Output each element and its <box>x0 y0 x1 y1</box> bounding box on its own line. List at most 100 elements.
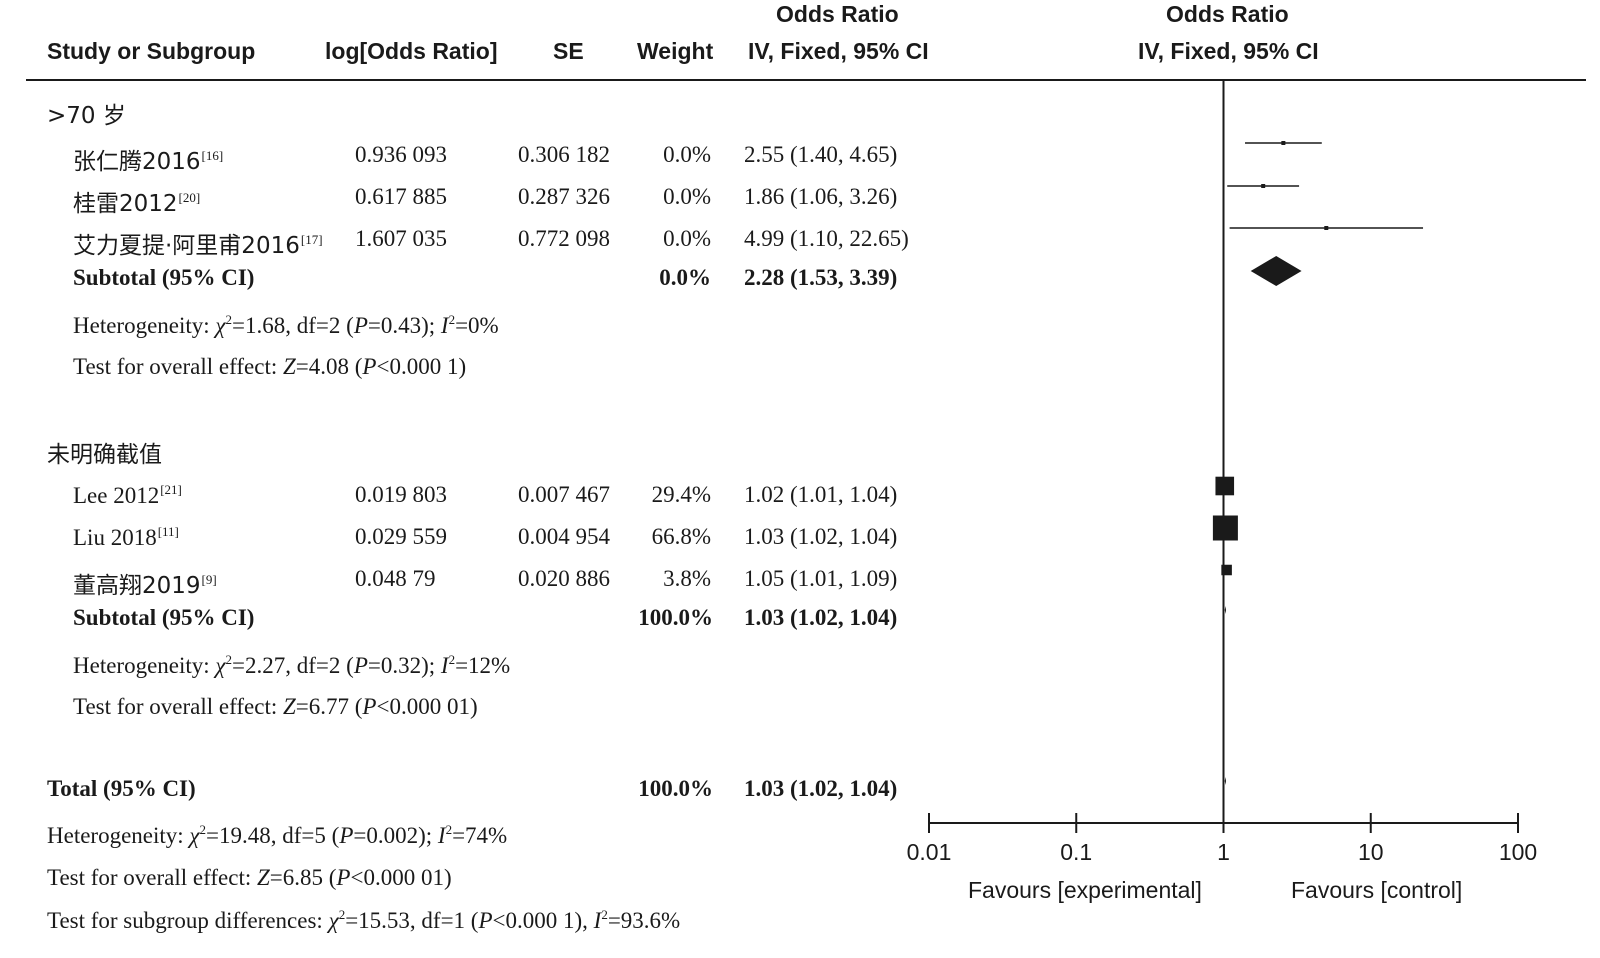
header-log-or: log[Odds Ratio] <box>325 38 498 64</box>
study-ci: 1.02 (1.01, 1.04) <box>744 482 898 507</box>
subtotal-weight: 0.0% <box>659 265 711 290</box>
group-label-1: >70 岁 <box>47 103 126 129</box>
point-estimate-square <box>1281 141 1286 145</box>
chi-superscript: 2 <box>199 822 207 837</box>
subtotal-label: Subtotal (95% CI) <box>73 605 255 630</box>
study-name-text: 艾力夏提·阿里甫2016 <box>73 233 300 259</box>
chi-superscript: 2 <box>225 652 233 667</box>
heterogeneity-stat: Heterogeneity: χ2=1.68, df=2 (P=0.43); I… <box>73 312 499 339</box>
subtotal-ci: 1.03 (1.02, 1.04) <box>744 605 898 630</box>
subtotal-weight: 100.0% <box>638 605 713 630</box>
study-log-or: 0.936 093 <box>355 142 447 167</box>
i-value: =12% <box>455 653 511 678</box>
z-symbol: Z <box>282 694 296 719</box>
favours-control-label: Favours [control] <box>1291 877 1463 903</box>
study-name-text: 董高翔2019 <box>73 573 201 599</box>
header-or-line1: Odds Ratio <box>776 1 899 27</box>
chi-symbol: χ <box>328 908 339 933</box>
x-tick-label: 1 <box>1217 839 1230 865</box>
p-symbol: P <box>478 908 493 933</box>
study-log-or: 1.607 035 <box>355 226 447 251</box>
p-value: <0.000 1) <box>376 354 467 379</box>
z-value: =6.85 ( <box>269 865 337 890</box>
study-name: 桂雷2012[20] <box>73 184 200 218</box>
study-name-text: 桂雷2012 <box>73 191 178 217</box>
i-superscript: 2 <box>445 822 453 837</box>
p-symbol: P <box>362 694 377 719</box>
study-name: Lee 2012[21] <box>73 482 182 509</box>
x-tick-label: 10 <box>1358 839 1384 865</box>
study-log-or: 0.048 79 <box>355 566 436 591</box>
stat-prefix: Test for subgroup differences: <box>47 908 329 933</box>
study-ref: [11] <box>157 524 179 539</box>
study-se: 0.020 886 <box>518 566 610 591</box>
stat-prefix: Test for overall effect: <box>73 694 283 719</box>
study-name: 董高翔2019[9] <box>73 566 217 600</box>
study-name: Liu 2018[11] <box>73 524 179 551</box>
point-estimate-square <box>1261 184 1266 188</box>
study-weight: 0.0% <box>663 226 711 251</box>
z-symbol: Z <box>282 354 296 379</box>
i-symbol: I <box>593 908 602 933</box>
p-symbol: P <box>336 865 351 890</box>
chi-symbol: χ <box>189 823 200 848</box>
i-superscript: 2 <box>448 652 456 667</box>
i-value: =0% <box>455 313 499 338</box>
p-value: =0.002); <box>353 823 438 848</box>
subgroup-differences-stat: Test for subgroup differences: χ2=15.53,… <box>47 907 680 934</box>
p-value: <0.000 01) <box>350 865 452 890</box>
study-ref: [9] <box>201 572 217 587</box>
header-rule <box>26 79 1586 81</box>
study-ci: 1.03 (1.02, 1.04) <box>744 524 898 549</box>
overall-effect-stat: Test for overall effect: Z=4.08 (P<0.000… <box>73 354 466 380</box>
stat-prefix: Test for overall effect: <box>73 354 283 379</box>
i-symbol: I <box>440 313 449 338</box>
summary-diamond <box>1224 777 1227 785</box>
stat-prefix: Test for overall effect: <box>47 865 257 890</box>
z-symbol: Z <box>256 865 270 890</box>
total-label: Total (95% CI) <box>47 776 196 801</box>
point-estimate-square <box>1324 226 1329 230</box>
i-value: =74% <box>452 823 508 848</box>
stat-prefix: Heterogeneity: <box>73 313 216 338</box>
p-value: <0.000 1), <box>492 908 594 933</box>
study-ref: [21] <box>160 482 182 497</box>
p-symbol: P <box>339 823 354 848</box>
study-name: 艾力夏提·阿里甫2016[17] <box>73 226 323 260</box>
group-label-2: 未明确截值 <box>47 442 162 468</box>
chi-value: =1.68, df=2 ( <box>232 313 354 338</box>
study-name-text: 张仁腾2016 <box>73 149 201 175</box>
study-ci: 1.05 (1.01, 1.09) <box>744 566 898 591</box>
total-heterogeneity-stat: Heterogeneity: χ2=19.48, df=5 (P=0.002);… <box>47 822 507 849</box>
study-weight: 66.8% <box>651 524 711 549</box>
study-se: 0.004 954 <box>518 524 610 549</box>
study-se: 0.287 326 <box>518 184 610 209</box>
chi-value: =19.48, df=5 ( <box>206 823 340 848</box>
p-value: <0.000 01) <box>376 694 478 719</box>
study-weight: 29.4% <box>651 482 711 507</box>
study-ci: 1.86 (1.06, 3.26) <box>744 184 898 209</box>
study-weight: 0.0% <box>663 184 711 209</box>
study-se: 0.306 182 <box>518 142 610 167</box>
study-name-text: Liu 2018 <box>73 525 157 550</box>
x-tick-label: 100 <box>1499 839 1537 865</box>
study-log-or: 0.029 559 <box>355 524 447 549</box>
study-ci: 2.55 (1.40, 4.65) <box>744 142 898 167</box>
i-symbol: I <box>437 823 446 848</box>
i-symbol: I <box>440 653 449 678</box>
header-weight: Weight <box>637 38 714 64</box>
total-ci: 1.03 (1.02, 1.04) <box>744 776 898 801</box>
stat-prefix: Heterogeneity: <box>47 823 190 848</box>
header-or-line2: IV, Fixed, 95% CI <box>748 38 929 64</box>
study-log-or: 0.019 803 <box>355 482 447 507</box>
i-value: =93.6% <box>607 908 681 933</box>
study-log-or: 0.617 885 <box>355 184 447 209</box>
heterogeneity-stat: Heterogeneity: χ2=2.27, df=2 (P=0.32); I… <box>73 652 510 679</box>
study-se: 0.772 098 <box>518 226 610 251</box>
summary-diamond <box>1224 606 1227 614</box>
favours-experimental-label: Favours [experimental] <box>968 877 1202 903</box>
header-plot-line2: IV, Fixed, 95% CI <box>1138 38 1319 64</box>
header-plot-line1: Odds Ratio <box>1166 1 1289 27</box>
chi-value: =15.53, df=1 ( <box>345 908 479 933</box>
